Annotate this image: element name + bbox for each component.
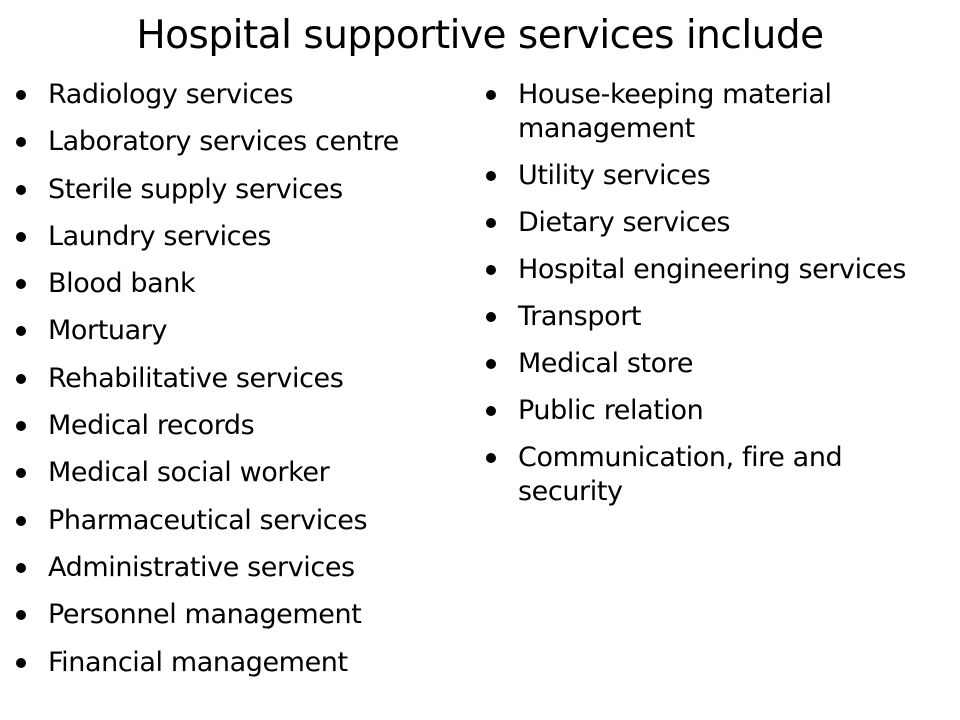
list-item: Laundry services (14, 220, 476, 254)
bullet-icon (16, 326, 26, 337)
bullet-icon (16, 137, 26, 148)
list-item: Pharmaceutical services (14, 504, 476, 538)
list-item: Public relation (484, 394, 954, 428)
list-item-label: Communication, fire and security (518, 442, 843, 507)
list-item: Communication, fire and security (484, 441, 954, 509)
list-item-label: Radiology services (48, 79, 294, 110)
list-item: Laboratory services centre (14, 125, 476, 159)
list-item-label: Rehabilitative services (48, 362, 344, 394)
bullet-icon (16, 562, 26, 573)
list-item-label: Financial management (48, 646, 348, 678)
list-item-label: Administrative services (48, 551, 355, 583)
list-item-label: Laboratory services centre (48, 126, 399, 158)
list-item-label: Medical store (518, 348, 694, 379)
list-item: Hospital engineering services (484, 253, 954, 287)
list-item-label: Blood bank (48, 268, 196, 300)
list-item: House-keeping material management (484, 78, 954, 146)
list-item-label: Medical records (48, 410, 255, 442)
list-item: Rehabilitative services (14, 362, 476, 396)
bullet-icon (16, 515, 26, 526)
bullet-icon (486, 90, 496, 100)
list-item: Personnel management (14, 598, 476, 632)
bullet-icon (16, 610, 26, 621)
list-item-label: Dietary services (518, 207, 731, 238)
bullet-icon (16, 231, 26, 242)
bullet-icon (486, 171, 496, 181)
list-item: Administrative services (14, 551, 476, 585)
bullet-icon (486, 312, 496, 322)
list-item: Radiology services (14, 78, 476, 112)
list-item: Dietary services (484, 206, 954, 240)
bullet-icon (16, 657, 26, 668)
bullet-icon (16, 373, 26, 384)
list-item: Financial management (14, 646, 476, 680)
list-item-label: Personnel management (48, 599, 362, 631)
list-item-label: Medical social worker (48, 457, 330, 489)
list-item: Medical social worker (14, 456, 476, 490)
list-item-label: House-keeping material management (518, 79, 832, 144)
list-item-label: Laundry services (48, 220, 271, 252)
left-bullet-list: Radiology services Laboratory services c… (14, 78, 476, 693)
list-item-label: Sterile supply services (48, 173, 343, 205)
list-item-label: Public relation (518, 395, 704, 426)
list-item-label: Utility services (518, 160, 711, 191)
list-item: Sterile supply services (14, 173, 476, 207)
bullet-icon (486, 453, 496, 463)
bullet-icon (486, 359, 496, 369)
list-item-label: Transport (518, 301, 642, 332)
list-item-label: Mortuary (48, 315, 168, 347)
list-item: Medical store (484, 347, 954, 381)
bullet-icon (486, 406, 496, 416)
list-item: Mortuary (14, 314, 476, 348)
bullet-icon (486, 218, 496, 228)
right-bullet-list: House-keeping material management Utilit… (484, 78, 954, 522)
list-item-label: Hospital engineering services (518, 254, 907, 285)
list-item: Medical records (14, 409, 476, 443)
bullet-icon (16, 421, 26, 432)
list-item: Utility services (484, 159, 954, 193)
bullet-icon (16, 90, 26, 100)
bullet-icon (486, 265, 496, 275)
list-item: Transport (484, 300, 954, 334)
bullet-icon (16, 184, 26, 195)
slide-title: Hospital supportive services include (136, 13, 824, 58)
bullet-icon (16, 279, 26, 290)
bullet-icon (16, 468, 26, 479)
list-item: Blood bank (14, 267, 476, 301)
list-item-label: Pharmaceutical services (48, 504, 368, 536)
